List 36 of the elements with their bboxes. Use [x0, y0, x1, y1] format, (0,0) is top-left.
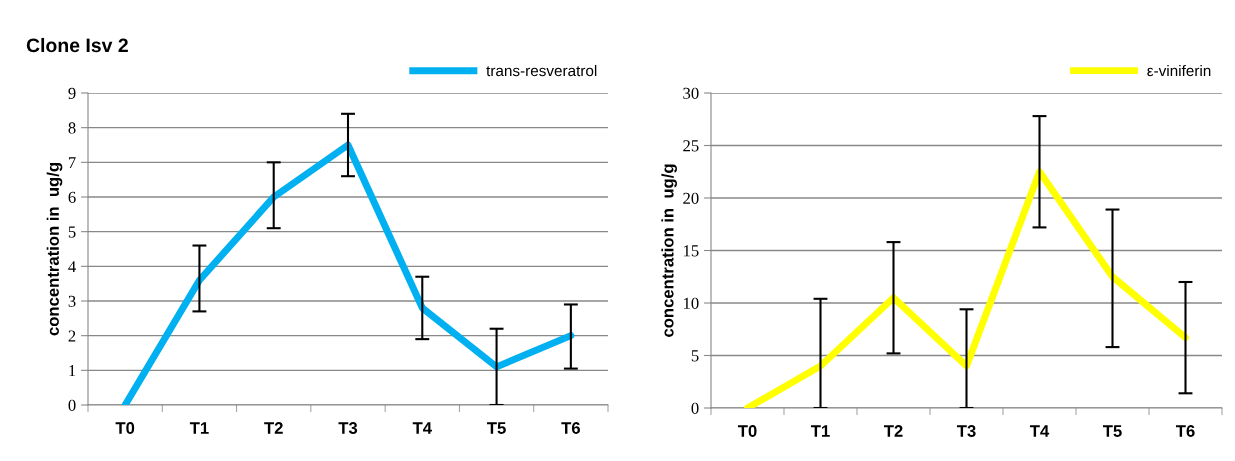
x-tick-label: T3: [956, 425, 976, 437]
y-tick-label: 4: [68, 261, 76, 273]
y-tick-label: 6: [68, 191, 76, 203]
y-tick-label: 20: [683, 192, 699, 204]
y-tick-label: 25: [683, 140, 699, 152]
y-tick-label: 2: [68, 330, 76, 342]
y-tick-label: 0: [691, 402, 699, 414]
x-tick-label: T6: [1175, 425, 1195, 437]
chart-title: Clone Isv 2: [26, 37, 128, 53]
y-axis-title: concentration in ug/g: [661, 164, 677, 337]
y-tick-label: 1: [69, 365, 76, 377]
y-tick-label: 9: [68, 87, 76, 99]
y-tick-label: 0: [68, 399, 76, 411]
x-tick-label: T2: [264, 422, 283, 434]
x-tick-label: T3: [338, 422, 358, 434]
y-tick-label: 5: [691, 350, 699, 362]
x-tick-label: T6: [561, 422, 580, 434]
x-tick-label: T5: [487, 422, 506, 434]
x-tick-label: T4: [1029, 425, 1050, 437]
x-tick-label: T0: [115, 422, 135, 434]
y-axis-title: concentration in ug/g: [46, 163, 63, 336]
x-tick-label: T5: [1102, 425, 1122, 437]
y-tick-label: 10: [683, 297, 699, 309]
x-tick-label: T4: [412, 422, 432, 434]
x-tick-label: T0: [737, 425, 757, 437]
y-tick-label: 5: [68, 226, 76, 238]
y-tick-label: 30: [683, 87, 699, 99]
y-tick-label: 8: [68, 122, 76, 134]
legend-label: ε-viniferin: [1147, 64, 1211, 77]
y-tick-label: 15: [683, 245, 699, 257]
legend-label: trans-resveratrol: [486, 64, 597, 77]
y-tick-label: 3: [68, 295, 76, 307]
x-tick-label: T1: [810, 425, 830, 437]
x-tick-label: T2: [883, 425, 903, 437]
x-tick-label: T1: [189, 422, 209, 434]
y-tick-label: 7: [68, 157, 76, 169]
